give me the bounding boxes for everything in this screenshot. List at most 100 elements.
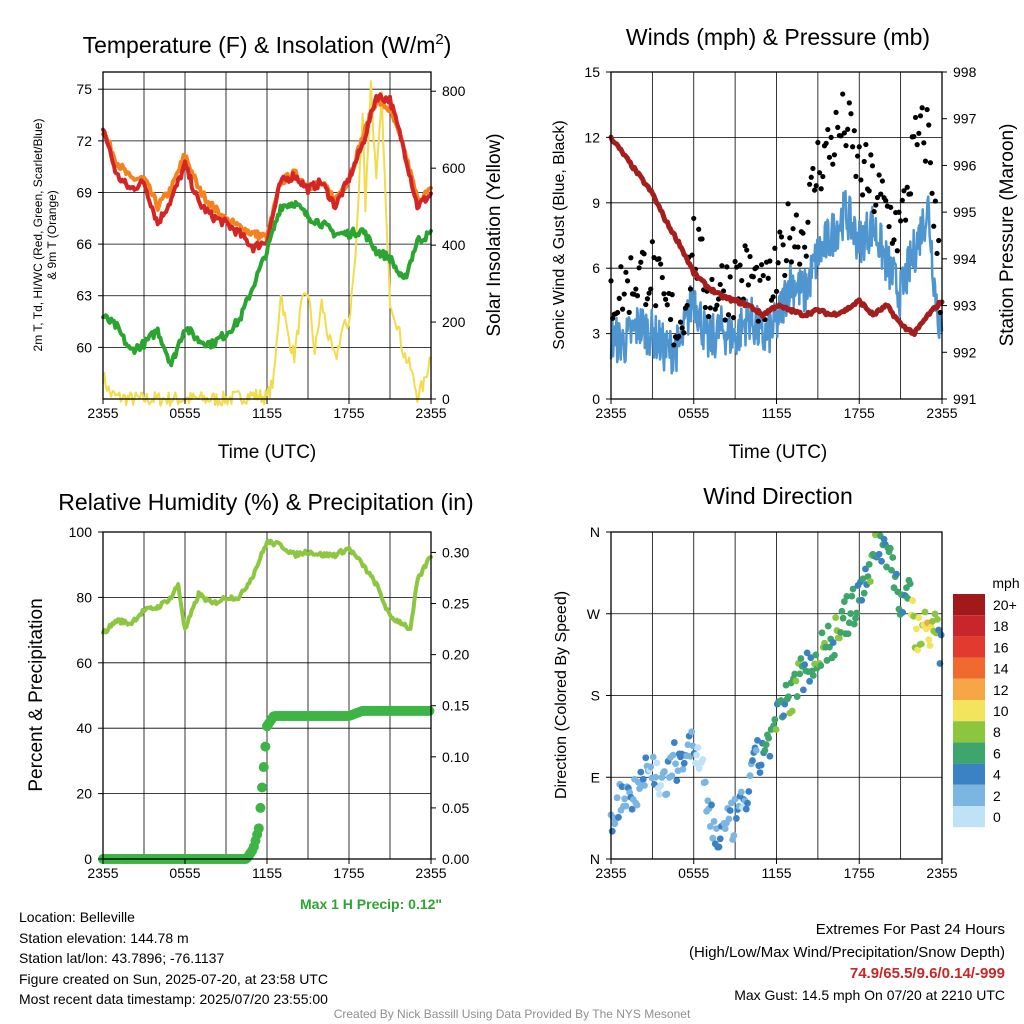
direction-point — [906, 580, 914, 588]
gust-point — [664, 302, 670, 308]
gust-point — [845, 126, 851, 132]
direction-point — [766, 752, 774, 760]
direction-point — [756, 769, 764, 776]
precip-point — [424, 705, 435, 716]
gust-point — [823, 140, 829, 146]
direction-point — [761, 746, 769, 754]
gust-point — [778, 234, 785, 240]
gust-point — [634, 293, 641, 299]
gust-point — [811, 187, 818, 193]
gust-point — [883, 198, 889, 204]
x-tick-label: 1155 — [761, 865, 791, 881]
direction-point — [745, 788, 753, 795]
gust-point — [618, 264, 624, 270]
gust-point — [717, 281, 723, 288]
gust-point — [707, 305, 713, 311]
direction-point — [797, 655, 805, 662]
rh-line — [101, 538, 433, 635]
gust-point — [777, 229, 783, 235]
direction-point — [668, 772, 676, 780]
gust-point — [725, 312, 732, 318]
gust-point — [656, 256, 662, 262]
credit-text: Created By Nick Bassill Using Data Provi… — [333, 1007, 691, 1021]
gust-point — [624, 278, 631, 284]
gust-point — [914, 142, 920, 148]
max-precip-label: Max 1 H Precip: 0.12" — [300, 896, 443, 912]
y-tick-label: 20 — [76, 786, 92, 802]
gust-point — [742, 243, 748, 249]
x-tick-label: 2355 — [926, 865, 957, 881]
precip-point — [257, 782, 268, 793]
gust-point — [747, 253, 753, 260]
legend-label: 8 — [993, 724, 1001, 740]
legend-swatch — [953, 594, 985, 616]
gust-point — [782, 272, 788, 279]
direction-point — [826, 643, 833, 651]
direction-point — [878, 557, 885, 565]
direction-point — [633, 801, 641, 809]
y-axis-label-line1: 2m T, Td, HI/WC (Red, Green, Scarlet/Blu… — [31, 119, 45, 352]
gust-point — [826, 154, 833, 160]
y-right-tick-label: 0.15 — [442, 698, 469, 714]
gust-point — [730, 315, 737, 321]
series-line-td — [101, 199, 433, 368]
gust-point — [667, 316, 674, 323]
direction-point — [673, 777, 681, 784]
gust-point — [830, 161, 836, 167]
gust-point — [927, 160, 934, 166]
sonic-wind-line — [609, 189, 944, 375]
created-text: Figure created on Sun, 2025-07-20, at 23… — [19, 970, 328, 987]
y-right-tick-label: 600 — [442, 160, 466, 176]
direction-point — [839, 614, 847, 622]
gust-point — [810, 165, 816, 172]
direction-point — [852, 614, 859, 622]
insolation-line — [102, 80, 432, 407]
y-tick-label: 100 — [69, 524, 93, 540]
y-tick-label: 80 — [76, 589, 92, 605]
y-axis-label-line2: & 9m T (Orange) — [45, 190, 59, 280]
y-right-tick-label: 0.20 — [442, 647, 469, 663]
direction-point — [832, 614, 840, 622]
direction-point — [657, 782, 665, 789]
gust-point — [785, 201, 791, 207]
gust-point — [628, 255, 634, 261]
y-right-tick-label: 993 — [953, 298, 977, 314]
y-axis-label: Sonic Wind & Gust (Blue, Black) — [551, 120, 568, 349]
x-tick-label: 1155 — [252, 865, 282, 881]
direction-point — [838, 607, 846, 615]
gust-point — [861, 158, 867, 165]
gust-point — [755, 318, 761, 324]
gust-point — [869, 163, 876, 169]
direction-point — [642, 754, 650, 762]
direction-point — [618, 783, 626, 791]
direction-point — [706, 823, 714, 830]
x-tick-label: 1755 — [844, 865, 875, 881]
gust-point — [901, 188, 907, 194]
direction-point — [848, 592, 856, 600]
direction-point — [613, 794, 621, 802]
max-gust-text: Max Gust: 14.5 mph On 07/20 at 2210 UTC — [734, 986, 1005, 1003]
gust-point — [737, 262, 743, 268]
gust-point — [820, 173, 826, 180]
gust-point — [661, 291, 667, 297]
gust-point — [866, 188, 872, 194]
direction-point — [726, 807, 734, 814]
y-right-tick-label: 0.30 — [442, 544, 469, 560]
y-right-tick-label: 998 — [953, 64, 977, 80]
direction-point — [649, 753, 657, 761]
direction-point — [912, 625, 920, 633]
direction-point — [914, 646, 921, 654]
x-tick-label: 2355 — [595, 405, 626, 421]
direction-point — [831, 651, 838, 659]
legend-label: 16 — [993, 639, 1009, 655]
direction-point — [926, 642, 934, 649]
direction-point — [875, 550, 883, 558]
direction-point — [639, 775, 647, 783]
x-tick-label: 1155 — [761, 405, 791, 421]
y-tick-label: N — [590, 524, 600, 540]
direction-point — [921, 608, 929, 616]
gust-point — [879, 178, 886, 184]
gust-point — [878, 191, 884, 197]
y-axis-label: Direction (Colored By Speed) — [553, 591, 570, 799]
